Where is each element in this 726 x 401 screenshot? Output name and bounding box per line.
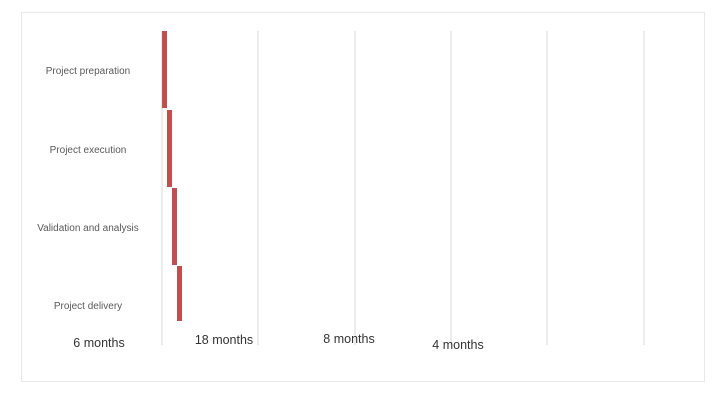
task-bar-0 bbox=[162, 31, 167, 108]
category-label-3: Project delivery bbox=[54, 301, 122, 312]
task-bar-2 bbox=[172, 188, 177, 265]
category-label-1: Project execution bbox=[50, 145, 127, 156]
duration-label-2: 8 months bbox=[323, 332, 374, 346]
duration-label-3: 4 months bbox=[432, 338, 483, 352]
task-bar-1 bbox=[167, 110, 172, 187]
duration-label-1: 18 months bbox=[195, 333, 253, 347]
category-label-0: Project preparation bbox=[46, 66, 131, 77]
chart-frame bbox=[21, 12, 705, 382]
task-bar-3 bbox=[177, 266, 182, 321]
category-label-2: Validation and analysis bbox=[37, 223, 139, 234]
duration-label-0: 6 months bbox=[73, 336, 124, 350]
